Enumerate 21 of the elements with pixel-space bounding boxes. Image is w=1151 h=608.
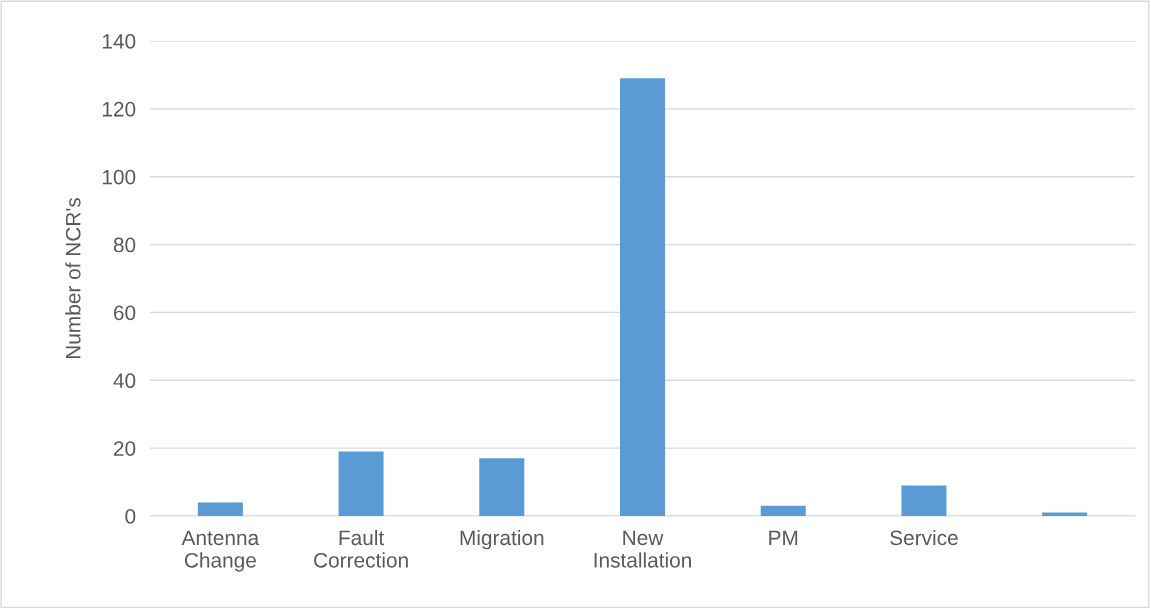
y-tick-label: 60 (114, 305, 136, 321)
x-tick-label: Antenna Change (181, 530, 260, 572)
bar (619, 78, 666, 516)
x-tick-label: Migration (460, 529, 544, 550)
y-tick-label: 80 (113, 237, 136, 253)
x-tick-label: Service (890, 529, 958, 546)
bar (760, 505, 806, 516)
bar (479, 458, 525, 516)
y-tick-label: 0 (125, 509, 136, 524)
y-tick-label: 140 (102, 34, 136, 49)
x-tick-label: PM (769, 530, 798, 545)
y-tick-label: 20 (113, 441, 136, 456)
bar (338, 451, 384, 516)
y-axis-title: Number of NCR's (65, 197, 81, 359)
x-tick-label: New Installation (594, 530, 691, 568)
x-tick-label: Fault Correction (314, 529, 408, 568)
bar (901, 485, 947, 516)
y-tick-label: 100 (102, 169, 136, 185)
y-tick-label: 40 (113, 373, 136, 389)
bar (197, 502, 243, 516)
y-tick-label: 120 (102, 101, 136, 117)
